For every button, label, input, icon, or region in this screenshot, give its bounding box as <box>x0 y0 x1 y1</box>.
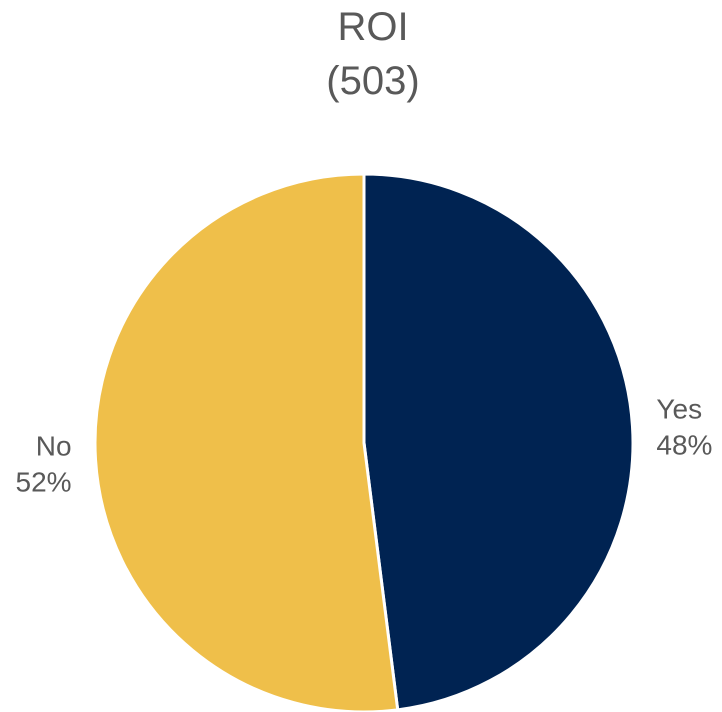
pie-slice-no <box>93 172 400 712</box>
pie-slice-yes <box>362 172 635 712</box>
slice-percent-no: 52% <box>16 466 72 497</box>
pie-labels: Yes 48% No 52% <box>16 394 713 498</box>
slice-percent-yes: 48% <box>656 430 712 461</box>
chart-title: ROI <box>337 5 408 49</box>
slice-label-no: No <box>36 430 72 461</box>
chart-subtitle: (503) <box>326 59 419 103</box>
pie-slices <box>93 172 635 712</box>
slice-label-yes: Yes <box>656 394 702 425</box>
